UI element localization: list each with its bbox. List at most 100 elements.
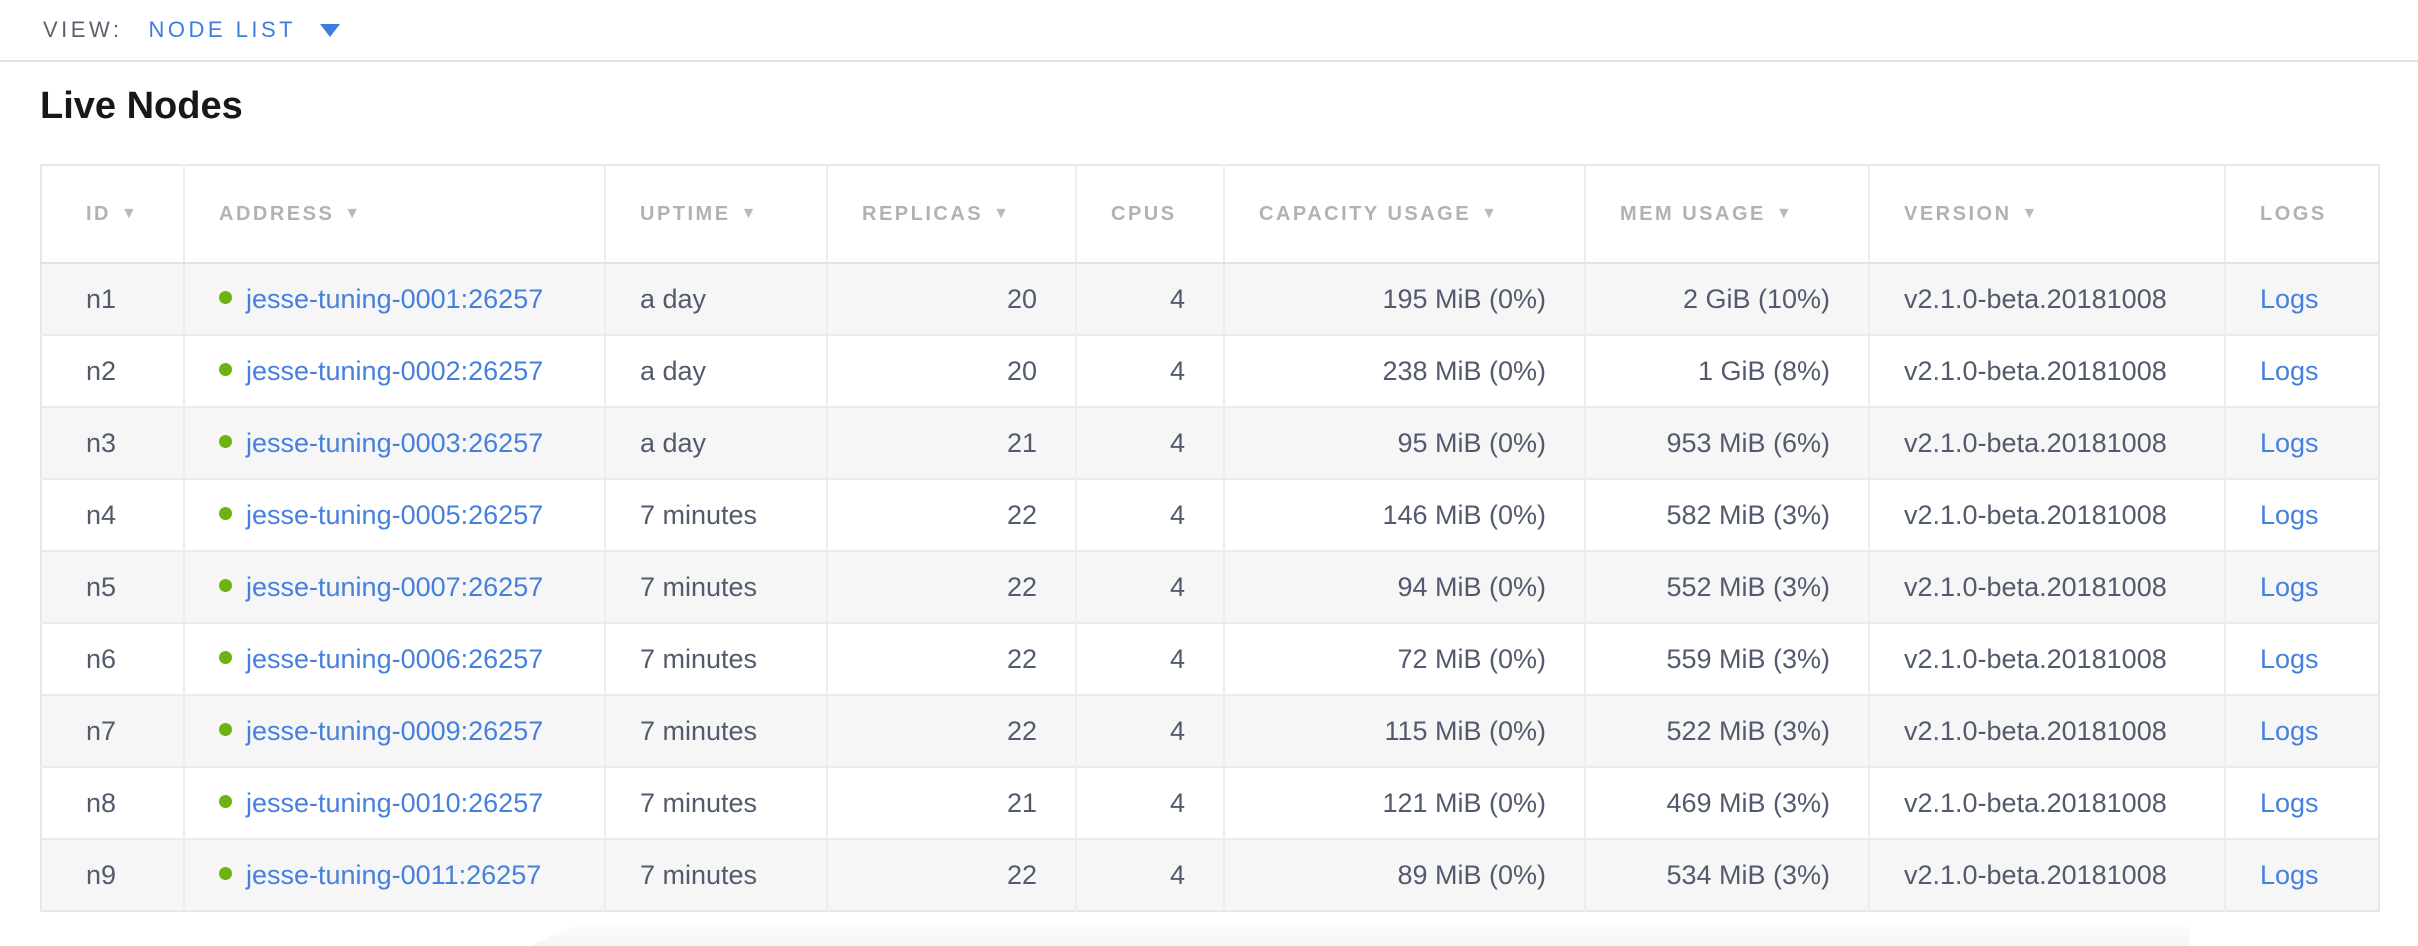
table-row: n7 jesse-tuning-0009:26257 7 minutes 22 4 115… bbox=[41, 694, 2379, 767]
logs-link[interactable]: Logs bbox=[2260, 427, 2319, 458]
logs-link[interactable]: Logs bbox=[2260, 355, 2319, 386]
cell-mem-usage: 534 MiB (3%) bbox=[1584, 838, 1869, 911]
cell-uptime: 7 minutes bbox=[604, 478, 827, 551]
cell-node-address: jesse-tuning-0007:26257 bbox=[183, 550, 605, 623]
cell-uptime: a day bbox=[604, 406, 827, 479]
node-address-link[interactable]: jesse-tuning-0001:26257 bbox=[246, 283, 544, 314]
cell-cpus: 4 bbox=[1075, 478, 1224, 551]
node-address-link[interactable]: jesse-tuning-0010:26257 bbox=[246, 787, 544, 818]
view-bar: VIEW: NODE LIST bbox=[0, 0, 2418, 62]
table-row: n1 jesse-tuning-0001:26257 a day 20 4 195 MiB… bbox=[41, 262, 2379, 335]
cell-logs: Logs bbox=[2224, 550, 2379, 623]
cell-capacity-usage: 72 MiB (0%) bbox=[1223, 622, 1585, 695]
cell-replicas: 21 bbox=[826, 406, 1076, 479]
cell-replicas: 22 bbox=[826, 622, 1076, 695]
cell-version: v2.1.0-beta.20181008 bbox=[1868, 550, 2225, 623]
column-header-id[interactable]: ID ▼ bbox=[41, 165, 184, 264]
column-header-capacity-usage[interactable]: CAPACITY USAGE ▼ bbox=[1223, 165, 1585, 264]
cell-replicas: 22 bbox=[826, 478, 1076, 551]
cell-capacity-usage: 121 MiB (0%) bbox=[1223, 766, 1585, 839]
cell-capacity-usage: 146 MiB (0%) bbox=[1223, 478, 1585, 551]
column-header-uptime[interactable]: UPTIME ▼ bbox=[604, 165, 827, 264]
healthy-status-dot-icon bbox=[219, 866, 232, 880]
table-row: n5 jesse-tuning-0007:26257 7 minutes 22 4 94 … bbox=[41, 550, 2379, 623]
cell-logs: Logs bbox=[2224, 478, 2379, 551]
column-header-version[interactable]: VERSION ▼ bbox=[1868, 165, 2225, 264]
cell-logs: Logs bbox=[2224, 766, 2379, 839]
cell-replicas: 20 bbox=[826, 334, 1076, 407]
node-address-link[interactable]: jesse-tuning-0003:26257 bbox=[246, 427, 544, 458]
cell-node-id: n8 bbox=[41, 766, 184, 839]
logs-link[interactable]: Logs bbox=[2260, 499, 2319, 530]
table-header-row: ID ▼ ADDRESS ▼ UPTIME ▼ REPLICAS ▼ CPUS CAPA… bbox=[41, 165, 2379, 264]
cell-node-address: jesse-tuning-0010:26257 bbox=[183, 766, 605, 839]
cell-replicas: 22 bbox=[826, 694, 1076, 767]
cell-cpus: 4 bbox=[1075, 622, 1224, 695]
chevron-down-icon bbox=[320, 23, 341, 37]
table-row: n2 jesse-tuning-0002:26257 a day 20 4 238 MiB… bbox=[41, 334, 2379, 407]
sort-desc-icon: ▼ bbox=[1481, 204, 1500, 222]
cell-mem-usage: 559 MiB (3%) bbox=[1584, 622, 1869, 695]
healthy-status-dot-icon bbox=[219, 794, 232, 808]
node-address-link[interactable]: jesse-tuning-0007:26257 bbox=[246, 571, 544, 602]
cell-logs: Logs bbox=[2224, 622, 2379, 695]
node-address-link[interactable]: jesse-tuning-0011:26257 bbox=[246, 859, 542, 890]
cell-node-id: n5 bbox=[41, 550, 184, 623]
table-row: n9 jesse-tuning-0011:26257 7 minutes 22 4 89 … bbox=[41, 838, 2379, 911]
view-label: VIEW: bbox=[43, 17, 123, 42]
healthy-status-dot-icon bbox=[219, 434, 232, 448]
table-row: n6 jesse-tuning-0006:26257 7 minutes 22 4 72 … bbox=[41, 622, 2379, 695]
live-nodes-table: ID ▼ ADDRESS ▼ UPTIME ▼ REPLICAS ▼ CPUS CAPA… bbox=[40, 164, 2380, 912]
view-dropdown[interactable]: NODE LIST bbox=[148, 17, 341, 43]
cell-node-address: jesse-tuning-0009:26257 bbox=[183, 694, 605, 767]
logs-link[interactable]: Logs bbox=[2260, 787, 2319, 818]
cell-capacity-usage: 238 MiB (0%) bbox=[1223, 334, 1585, 407]
cell-node-id: n1 bbox=[41, 262, 184, 335]
logs-link[interactable]: Logs bbox=[2260, 715, 2319, 746]
cell-replicas: 22 bbox=[826, 550, 1076, 623]
cell-node-address: jesse-tuning-0003:26257 bbox=[183, 406, 605, 479]
cell-capacity-usage: 89 MiB (0%) bbox=[1223, 838, 1585, 911]
sort-desc-icon: ▼ bbox=[2021, 204, 2040, 222]
sort-desc-icon: ▼ bbox=[740, 204, 759, 222]
cell-uptime: 7 minutes bbox=[604, 766, 827, 839]
cell-node-id: n3 bbox=[41, 406, 184, 479]
healthy-status-dot-icon bbox=[219, 506, 232, 520]
logs-link[interactable]: Logs bbox=[2260, 571, 2319, 602]
column-header-address[interactable]: ADDRESS ▼ bbox=[183, 165, 605, 264]
cell-version: v2.1.0-beta.20181008 bbox=[1868, 838, 2225, 911]
cell-cpus: 4 bbox=[1075, 550, 1224, 623]
node-address-link[interactable]: jesse-tuning-0005:26257 bbox=[246, 499, 544, 530]
healthy-status-dot-icon bbox=[219, 290, 232, 304]
sort-desc-icon: ▼ bbox=[1775, 204, 1795, 222]
view-dropdown-value[interactable]: NODE LIST bbox=[148, 17, 297, 42]
cell-cpus: 4 bbox=[1075, 766, 1224, 839]
cell-node-id: n4 bbox=[41, 478, 184, 551]
page-title: Live Nodes bbox=[40, 85, 243, 127]
cell-uptime: 7 minutes bbox=[604, 694, 827, 767]
cell-logs: Logs bbox=[2224, 262, 2379, 335]
logs-link[interactable]: Logs bbox=[2260, 283, 2319, 314]
column-header-mem-usage[interactable]: MEM USAGE ▼ bbox=[1584, 165, 1869, 264]
cell-mem-usage: 953 MiB (6%) bbox=[1584, 406, 1869, 479]
cell-version: v2.1.0-beta.20181008 bbox=[1868, 334, 2225, 407]
cell-uptime: 7 minutes bbox=[604, 550, 827, 623]
cell-node-id: n6 bbox=[41, 622, 184, 695]
healthy-status-dot-icon bbox=[219, 362, 232, 376]
cell-replicas: 22 bbox=[826, 838, 1076, 911]
column-header-replicas[interactable]: REPLICAS ▼ bbox=[826, 165, 1076, 264]
node-address-link[interactable]: jesse-tuning-0009:26257 bbox=[246, 715, 544, 746]
cell-capacity-usage: 195 MiB (0%) bbox=[1223, 262, 1585, 335]
logs-link[interactable]: Logs bbox=[2260, 859, 2319, 890]
sort-desc-icon: ▼ bbox=[121, 204, 140, 222]
cell-node-address: jesse-tuning-0002:26257 bbox=[183, 334, 605, 407]
cell-logs: Logs bbox=[2224, 694, 2379, 767]
cell-mem-usage: 552 MiB (3%) bbox=[1584, 550, 1869, 623]
cell-node-address: jesse-tuning-0006:26257 bbox=[183, 622, 605, 695]
cell-logs: Logs bbox=[2224, 334, 2379, 407]
node-address-link[interactable]: jesse-tuning-0002:26257 bbox=[246, 355, 544, 386]
table-row: n4 jesse-tuning-0005:26257 7 minutes 22 4 146… bbox=[41, 478, 2379, 551]
cell-capacity-usage: 95 MiB (0%) bbox=[1223, 406, 1585, 479]
node-address-link[interactable]: jesse-tuning-0006:26257 bbox=[246, 643, 544, 674]
logs-link[interactable]: Logs bbox=[2260, 643, 2319, 674]
